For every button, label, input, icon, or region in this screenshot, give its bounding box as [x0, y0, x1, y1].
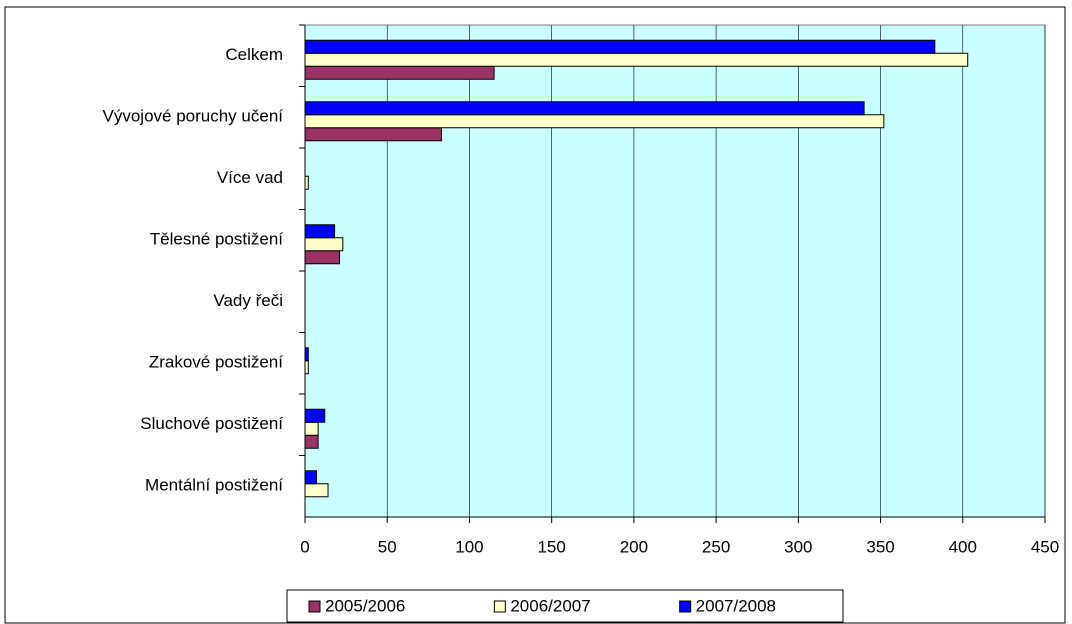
y-tick-label: Tělesné postižení	[150, 230, 284, 249]
bar	[304, 127, 442, 142]
bar	[304, 114, 885, 129]
x-tick-label: 0	[300, 537, 309, 556]
legend-label: 2006/2007	[510, 596, 590, 615]
legend-box	[286, 589, 844, 623]
x-tick-label: 400	[949, 537, 977, 556]
x-tick-label: 300	[784, 537, 812, 556]
bar	[304, 470, 318, 485]
legend-swatch	[679, 600, 692, 613]
bar	[304, 52, 969, 67]
legend-label: 2005/2006	[325, 596, 405, 615]
y-tick-label: Sluchové postižení	[140, 414, 283, 433]
bar	[304, 175, 309, 190]
x-tick-label: 250	[702, 537, 730, 556]
legend-swatch	[308, 600, 321, 613]
y-tick-label: Vady řeči	[213, 291, 283, 310]
bar	[304, 250, 341, 265]
bar	[304, 408, 326, 423]
x-tick-label: 350	[866, 537, 894, 556]
bar	[304, 237, 344, 252]
y-tick-label: Vývojové poruchy učení	[103, 107, 284, 126]
legend-swatch	[493, 600, 506, 613]
bar	[304, 347, 309, 362]
y-tick-label: Zrakové postižení	[149, 353, 283, 372]
plot-area	[304, 24, 1046, 518]
y-tick-label: Mentální postižení	[145, 476, 283, 495]
bar	[304, 483, 329, 498]
y-tick-label: Více vad	[217, 168, 283, 187]
x-tick-label: 200	[620, 537, 648, 556]
bar	[304, 39, 936, 54]
x-tick-label: 50	[378, 537, 397, 556]
bar	[304, 65, 495, 80]
legend-label: 2007/2008	[696, 596, 776, 615]
bar	[304, 101, 865, 116]
x-tick-label: 450	[1031, 537, 1059, 556]
bar	[304, 224, 336, 239]
bar	[304, 421, 319, 436]
x-tick-label: 150	[537, 537, 565, 556]
x-tick-label: 100	[455, 537, 483, 556]
bar	[304, 434, 319, 449]
y-tick-label: Celkem	[225, 45, 283, 64]
bar	[304, 360, 309, 375]
